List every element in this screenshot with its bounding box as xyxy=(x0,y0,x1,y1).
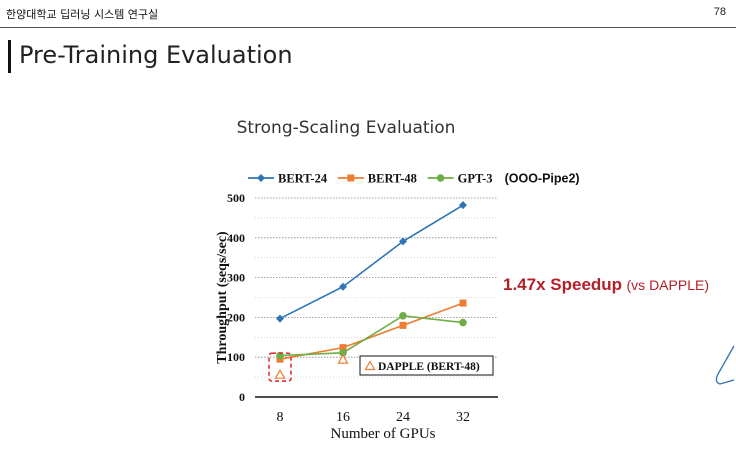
point-bert-48-24 xyxy=(399,321,407,329)
y-tick-label-400: 400 xyxy=(227,231,245,245)
y-tick-label-100: 100 xyxy=(227,350,245,364)
y-tick-label-500: 500 xyxy=(227,191,245,205)
x-tick-label-24: 24 xyxy=(396,410,410,425)
x-axis-title: Number of GPUs xyxy=(331,426,436,442)
point-gpt-3-16 xyxy=(339,349,347,357)
x-tick-label-32: 32 xyxy=(456,410,470,425)
dapple-point-8 xyxy=(274,368,286,379)
point-bert-24-8 xyxy=(276,314,284,323)
point-bert-24-16 xyxy=(339,282,347,291)
point-bert-48-16 xyxy=(339,344,347,352)
point-bert-48-32 xyxy=(459,299,467,307)
legend-suffix: (OOO-Pipe2) xyxy=(505,172,580,186)
series-line-bert-24 xyxy=(279,204,464,320)
slide-title: Pre-Training Evaluation xyxy=(19,41,293,69)
speedup-note: (vs DAPPLE) xyxy=(626,277,709,293)
title-accent-bar xyxy=(8,40,11,73)
dapple-legend-label: DAPPLE (BERT-48) xyxy=(378,361,480,373)
chart-title: Strong-Scaling Evaluation xyxy=(236,118,456,138)
y-tick-label-200: 200 xyxy=(227,310,245,324)
legend-label-bert-24: BERT-24 xyxy=(278,172,328,186)
y-axis-title: Throughput (seqs/sec) xyxy=(215,231,230,364)
y-tick-label-0: 0 xyxy=(239,390,245,404)
legend-label-gpt-3: GPT-3 xyxy=(458,172,493,186)
legend-marker-gpt-3 xyxy=(436,174,445,182)
dapple-legend-box xyxy=(359,355,494,376)
series-line-gpt-3 xyxy=(279,314,464,357)
legend-label-bert-48: BERT-48 xyxy=(368,172,417,186)
speedup-annotation: 1.47x Speedup (vs DAPPLE) xyxy=(503,275,709,295)
y-tick-label-300: 300 xyxy=(227,271,245,285)
header-lab-label: 한양대학교 딥러닝 시스템 연구실 xyxy=(6,8,159,21)
header-divider xyxy=(0,27,736,28)
point-gpt-3-32 xyxy=(459,318,467,327)
point-bert-24-32 xyxy=(459,201,467,210)
pen-stroke-icon xyxy=(715,345,735,385)
page-number: 78 xyxy=(713,6,726,18)
x-tick-label-8: 8 xyxy=(277,410,284,425)
legend-marker-bert-24 xyxy=(257,174,265,182)
dapple-legend-marker xyxy=(364,360,376,371)
x-tick-label-16: 16 xyxy=(336,410,350,425)
legend-marker-bert-48 xyxy=(347,174,355,182)
dapple-point-16 xyxy=(337,353,349,364)
point-bert-24-24 xyxy=(399,237,407,246)
gpu8-highlight-box xyxy=(268,352,292,382)
speedup-value: 1.47x Speedup xyxy=(503,275,623,294)
series-line-bert-48 xyxy=(279,302,464,360)
point-gpt-3-24 xyxy=(399,312,407,320)
